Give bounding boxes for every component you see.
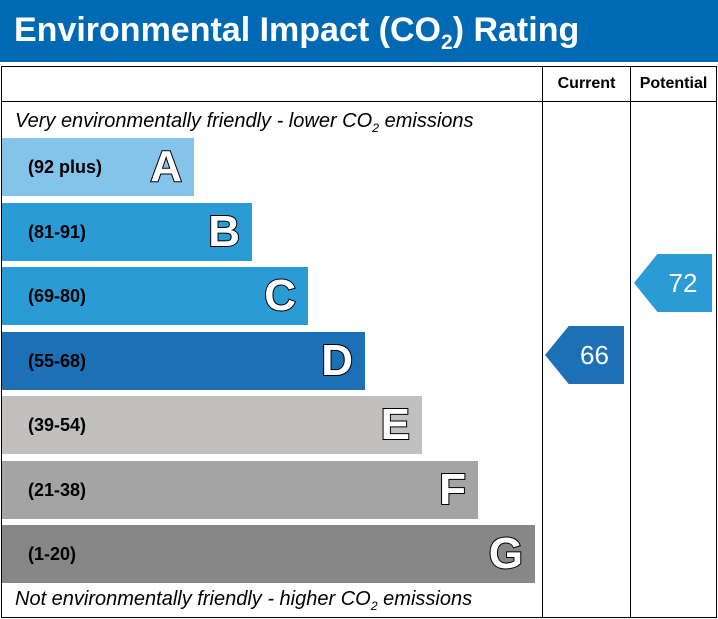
top-note: Very environmentally friendly - lower CO… xyxy=(15,110,474,135)
band-letter: F xyxy=(438,464,467,515)
rating-frame xyxy=(1,66,717,618)
current-rating-arrow: 66 xyxy=(545,326,624,384)
band-letter: B xyxy=(207,206,241,257)
band-a: (92 plus) A xyxy=(2,138,194,196)
band-f: (21-38) F xyxy=(2,460,478,519)
band-letter: C xyxy=(263,270,297,321)
potential-column-header: Potential xyxy=(639,75,708,92)
current-column-header: Current xyxy=(557,75,616,92)
band-range-label: (55-68) xyxy=(28,350,87,371)
band-letter: G xyxy=(488,528,524,579)
band-letter: E xyxy=(380,399,411,450)
band-d: (55-68) D xyxy=(2,331,365,390)
band-b: (81-91) B xyxy=(2,202,252,261)
band-range-label: (39-54) xyxy=(28,415,87,435)
chart-title: Environmental Impact (CO2) Rating xyxy=(14,11,580,54)
band-letter: A xyxy=(149,141,183,192)
band-range-label: (1-20) xyxy=(28,544,77,564)
band-range-label: (21-38) xyxy=(28,479,87,500)
bottom-note: Not environmentally friendly - higher CO… xyxy=(15,588,473,613)
band-e: (39-54) E xyxy=(2,396,422,454)
band-letter: D xyxy=(320,335,354,386)
band-range-label: (69-80) xyxy=(28,286,87,306)
title-bar: Environmental Impact (CO2) Rating xyxy=(0,0,718,62)
band-range-label: (81-91) xyxy=(28,221,87,242)
column-divider-current xyxy=(542,66,543,618)
header-divider xyxy=(1,101,717,102)
rating-value: 66 xyxy=(580,340,609,370)
band-c: (69-80) C xyxy=(2,267,308,325)
column-divider-potential xyxy=(630,66,631,618)
band-range-label: (92 plus) xyxy=(28,157,103,177)
potential-rating-arrow: 72 xyxy=(634,254,712,312)
rating-value: 72 xyxy=(668,268,698,298)
band-g: (1-20) G xyxy=(2,525,535,583)
